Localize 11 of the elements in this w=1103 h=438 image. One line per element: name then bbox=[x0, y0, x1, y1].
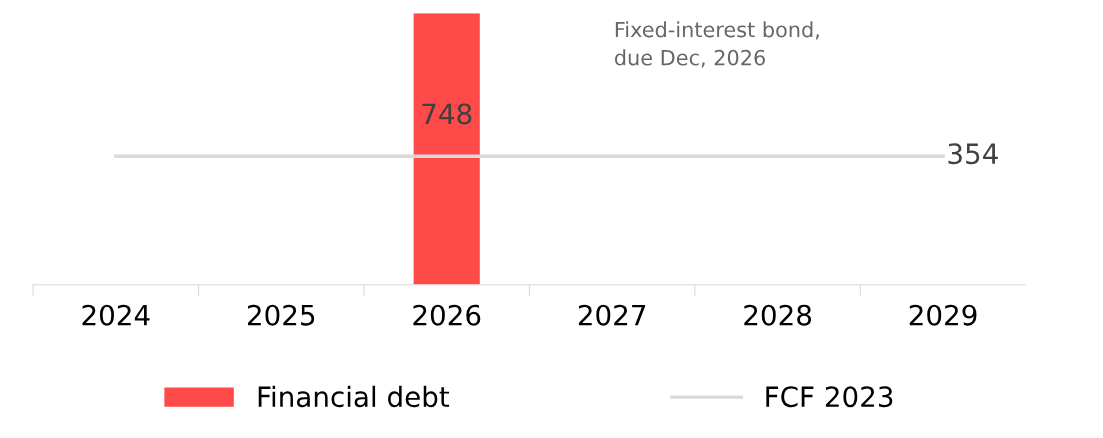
legend-label: Financial debt bbox=[258, 385, 450, 408]
legend-label: FCF 2023 bbox=[766, 386, 893, 408]
x-tick-label: 2024 bbox=[82, 304, 150, 326]
data-label: 354 bbox=[948, 143, 998, 165]
x-tick-label: 2028 bbox=[744, 304, 812, 326]
x-tick-label: 2026 bbox=[413, 304, 481, 326]
annotation: Fixed-interest bond, due Dec, 2026 bbox=[614, 21, 819, 68]
x-tick-label: 2027 bbox=[578, 304, 646, 326]
x-tick-label: 2025 bbox=[247, 304, 315, 326]
x-tick-label: 2029 bbox=[909, 304, 977, 326]
data-label: 748 bbox=[422, 103, 472, 125]
